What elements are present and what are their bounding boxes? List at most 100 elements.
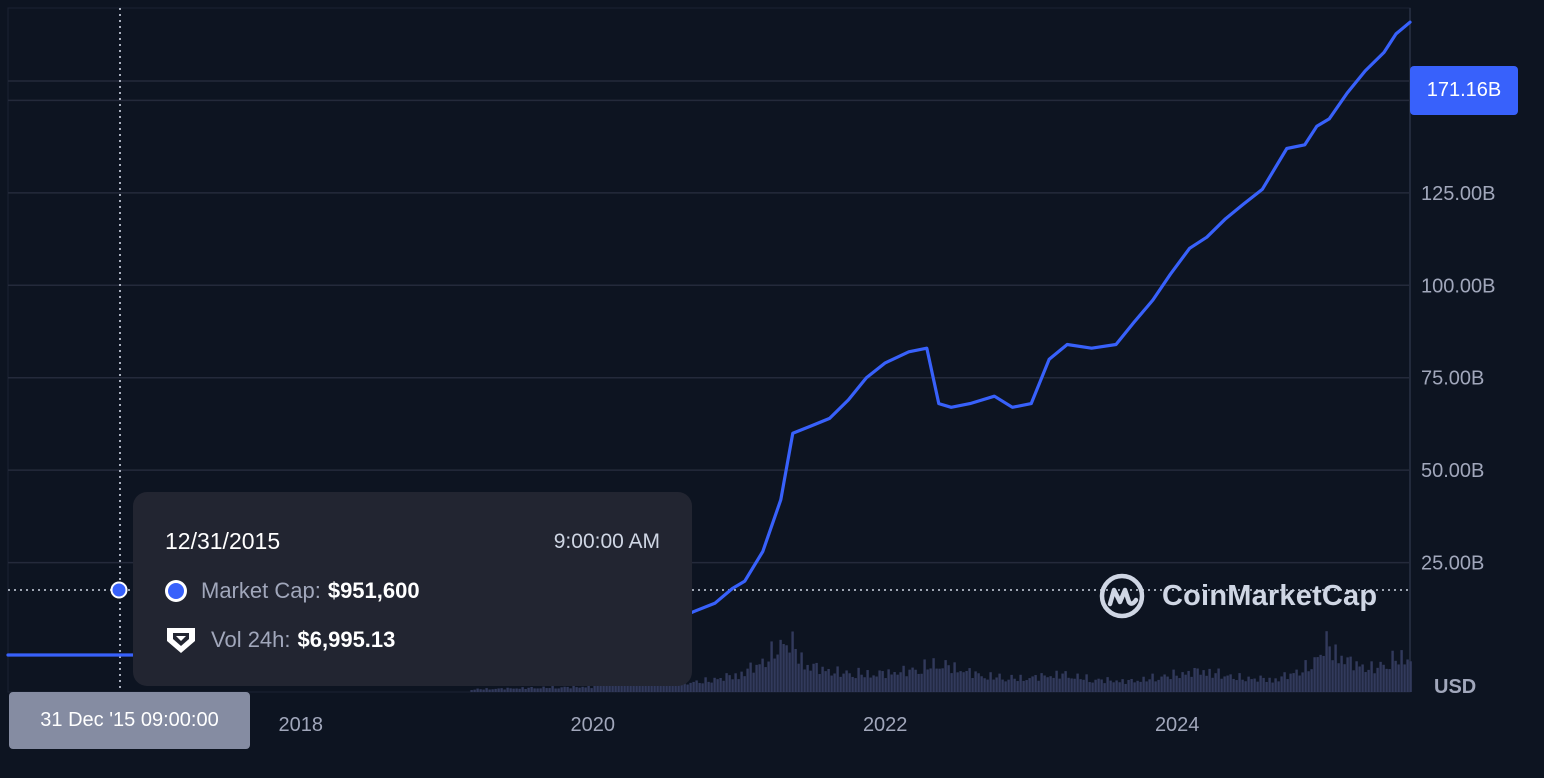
volume-bar: [575, 687, 578, 692]
volume-bar: [1034, 675, 1037, 692]
volume-bar: [584, 687, 587, 692]
volume-bar: [1307, 671, 1310, 692]
volume-bar: [1250, 679, 1253, 692]
volume-bar: [611, 680, 614, 692]
volume-bar: [980, 676, 983, 692]
volume-shield-icon: [167, 628, 195, 653]
volume-bar: [1085, 674, 1088, 692]
volume-bar: [716, 679, 719, 692]
volume-bar: [866, 670, 869, 692]
volume-bar: [896, 674, 899, 692]
volume-bar: [941, 668, 944, 692]
volume-bar: [1097, 678, 1100, 692]
volume-bar: [692, 681, 695, 692]
volume-bar: [932, 658, 935, 692]
volume-bar: [530, 686, 533, 692]
y-tick-label: 25.00B: [1421, 553, 1484, 575]
volume-bar: [719, 677, 722, 692]
volume-bar: [962, 672, 965, 692]
volume-bar: [1358, 666, 1361, 692]
volume-bar: [596, 683, 599, 692]
volume-bar: [1364, 672, 1367, 692]
volume-bar: [1394, 660, 1397, 692]
volume-bar: [737, 679, 740, 692]
volume-bar: [1310, 669, 1313, 692]
volume-bar: [953, 662, 956, 692]
volume-bar: [842, 673, 845, 692]
volume-bar: [857, 667, 860, 692]
volume-bar: [698, 683, 701, 692]
current-value-label: 171.16B: [1410, 66, 1518, 115]
volume-bar: [1133, 682, 1136, 692]
volume-bar: [746, 668, 749, 692]
volume-bar: [971, 678, 974, 692]
volume-bar: [1043, 675, 1046, 692]
volume-bar: [506, 687, 509, 692]
volume-bar: [947, 665, 950, 692]
volume-bars: [470, 631, 1412, 692]
volume-bar: [1334, 644, 1337, 692]
volume-bar: [1298, 675, 1301, 692]
volume-bar: [1178, 678, 1181, 692]
volume-bar: [740, 671, 743, 692]
volume-bar: [929, 668, 932, 692]
volume-bar: [1349, 656, 1352, 692]
volume-bar: [1238, 673, 1241, 692]
volume-bar: [1283, 672, 1286, 692]
volume-bar: [878, 670, 881, 692]
volume-bar: [1187, 670, 1190, 692]
volume-bar: [1130, 678, 1133, 692]
volume-bar: [1217, 668, 1220, 692]
volume-bar: [1172, 669, 1175, 692]
volume-bar: [515, 688, 518, 692]
volume-bar: [1064, 671, 1067, 692]
volume-bar: [848, 673, 851, 692]
volume-bar: [1322, 655, 1325, 692]
volume-bar: [800, 652, 803, 692]
volume-bar: [1376, 667, 1379, 692]
volume-bar: [764, 667, 767, 692]
volume-bar: [824, 671, 827, 692]
volume-bar: [1397, 664, 1400, 692]
volume-bar: [1076, 673, 1079, 692]
volume-bar: [992, 679, 995, 692]
volume-bar: [872, 675, 875, 692]
volume-bar: [920, 673, 923, 692]
volume-bar: [497, 688, 500, 692]
volume-bar: [1016, 681, 1019, 692]
volume-bar: [1145, 681, 1148, 692]
volume-bar: [605, 682, 608, 692]
volume-bar: [1253, 678, 1256, 692]
volume-bar: [881, 671, 884, 692]
volume-bar: [1196, 668, 1199, 692]
x-tick-label: 2022: [863, 714, 908, 736]
volume-bar: [1100, 679, 1103, 692]
volume-bar: [1361, 664, 1364, 692]
volume-bar: [1379, 661, 1382, 692]
volume-bar: [779, 639, 782, 692]
volume-bar: [797, 663, 800, 692]
volume-bar: [1025, 680, 1028, 692]
volume-bar: [1073, 678, 1076, 692]
volume-bar: [1388, 669, 1391, 692]
x-tick-label: 2018: [279, 714, 324, 736]
volume-bar: [860, 674, 863, 692]
coinmarketcap-watermark: CoinMarketCap: [1098, 572, 1377, 620]
tooltip-volume-row: Vol 24h: $6,995.13: [165, 625, 395, 655]
volume-bar: [1154, 681, 1157, 692]
volume-bar: [1010, 674, 1013, 692]
volume-bar: [917, 673, 920, 692]
volume-bar: [950, 673, 953, 692]
volume-bar: [839, 676, 842, 692]
volume-value: $6,995.13: [297, 627, 396, 652]
volume-bar: [956, 672, 959, 692]
volume-bar: [935, 668, 938, 692]
volume-bar: [509, 688, 512, 692]
volume-bar: [590, 688, 593, 692]
volume-bar: [1103, 683, 1106, 692]
volume-bar: [1052, 677, 1055, 692]
volume-bar: [581, 686, 584, 692]
volume-bar: [1088, 682, 1091, 692]
volume-bar: [998, 673, 1001, 692]
volume-bar: [656, 682, 659, 692]
